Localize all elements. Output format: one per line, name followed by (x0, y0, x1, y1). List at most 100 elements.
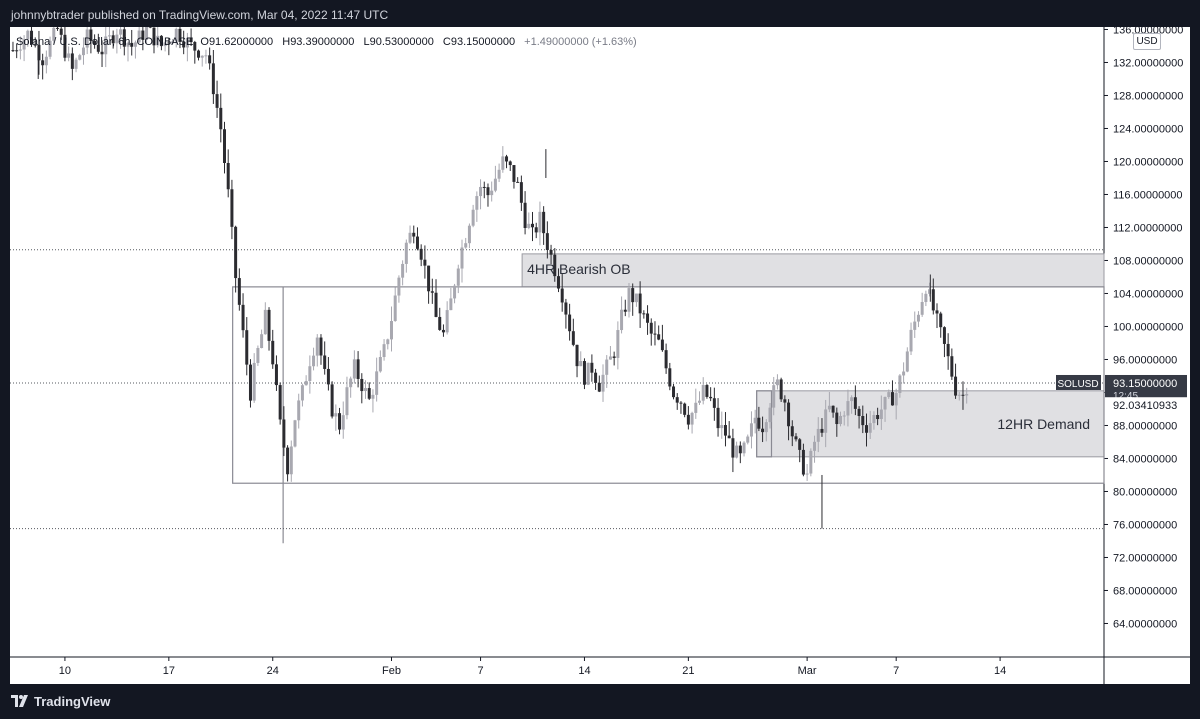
candle-body (857, 408, 861, 417)
candle-body (612, 356, 616, 358)
candle-body (594, 372, 598, 383)
candle-body (133, 42, 137, 47)
candle-body (946, 343, 950, 357)
candle-body (723, 425, 727, 436)
candle-body (850, 397, 854, 402)
candle-body (44, 56, 48, 66)
candle-body (675, 397, 679, 403)
candle-body (349, 378, 353, 388)
candle-body (642, 313, 646, 315)
y-tick-label: 128.00000000 (1113, 90, 1183, 102)
candle-body (438, 316, 442, 330)
candle-body (864, 425, 868, 433)
x-tick-label: 21 (682, 665, 694, 677)
zone-box[interactable] (521, 253, 1105, 288)
candle-body (245, 330, 249, 365)
candle-body (712, 398, 716, 408)
y-tick-label: 68.00000000 (1113, 585, 1177, 597)
legend-change: +1.49000000 (+1.63%) (524, 36, 637, 48)
candle-body (185, 37, 189, 48)
candle-body (397, 277, 401, 296)
candle-body (898, 375, 902, 394)
candle-body (56, 27, 60, 29)
candles-group (11, 27, 969, 529)
candle-body (813, 441, 817, 451)
candle-body (579, 361, 583, 367)
candle-body (749, 423, 753, 437)
currency-button[interactable]: USD (1133, 33, 1161, 50)
candle-body (931, 289, 935, 311)
candle-body (237, 278, 241, 305)
candle-body (297, 400, 301, 421)
candle-body (861, 416, 865, 426)
candle-body (735, 445, 739, 458)
candle-body (126, 42, 130, 47)
candle-body (315, 337, 319, 356)
candle-body (523, 202, 527, 228)
y-tick-label: 132.00000000 (1113, 57, 1183, 69)
candle-body (846, 401, 850, 416)
tradingview-logo-icon[interactable] (11, 695, 31, 707)
candle-body (716, 407, 720, 429)
candle-body (330, 384, 334, 417)
y-tick-label: 76.00000000 (1113, 519, 1177, 531)
candle-body (742, 442, 746, 454)
candle-body (460, 247, 464, 269)
candle-body (508, 161, 512, 166)
candle-body (679, 402, 683, 404)
candle-body (516, 181, 520, 183)
candle-body (568, 314, 572, 332)
legend-symbol[interactable]: Solana / U.S. Dollar, 6h, COINBASE (16, 36, 194, 48)
candle-body (779, 379, 783, 400)
candle-body (375, 371, 379, 395)
candle-body (586, 362, 590, 385)
candle-body (345, 387, 349, 416)
tradingview-brand[interactable]: TradingView (34, 694, 111, 709)
candle-body (798, 439, 802, 450)
candle-body (267, 309, 271, 341)
y-tick-label: 80.00000000 (1113, 486, 1177, 498)
candle-body (67, 53, 71, 58)
candle-body (824, 409, 828, 433)
candle-body (11, 50, 15, 52)
candle-body (371, 394, 375, 399)
candle-body (783, 399, 787, 403)
candle-body (119, 29, 123, 35)
x-tick-label: 14 (994, 665, 1006, 677)
candle-body (486, 187, 490, 196)
candle-body (916, 314, 920, 322)
candle-body (382, 344, 386, 357)
candle-body (683, 403, 687, 415)
candle-body (145, 27, 149, 40)
candle-body (30, 30, 34, 45)
symbol-tag[interactable] (1056, 374, 1101, 390)
candle-body (527, 223, 531, 228)
candle-body (549, 249, 553, 255)
candle-body (657, 334, 661, 340)
candle-body (965, 394, 969, 396)
candle-body (801, 449, 805, 475)
x-tick-label: 10 (59, 665, 71, 677)
candle-body (434, 292, 438, 317)
candle-body (189, 37, 193, 43)
candle-body (234, 226, 238, 279)
candle-body (542, 211, 546, 234)
y-tick-label: 104.00000000 (1113, 288, 1183, 300)
crosshair-price-tag (1105, 397, 1187, 413)
candle-body (553, 254, 557, 277)
last-price-label: 93.15000000 (1113, 378, 1177, 390)
candle-body (338, 413, 342, 430)
candle-body (764, 422, 768, 433)
range-box[interactable] (232, 286, 1105, 484)
candle-body (193, 42, 197, 51)
candle-body (634, 293, 638, 303)
candle-body (289, 446, 293, 475)
candle-body (902, 371, 906, 376)
candle-body (575, 344, 579, 367)
legend-open: 91.62000000 (208, 36, 274, 48)
candle-body (22, 39, 26, 50)
candle-body (519, 182, 523, 203)
candle-body (364, 388, 368, 392)
candle-body (386, 339, 390, 345)
